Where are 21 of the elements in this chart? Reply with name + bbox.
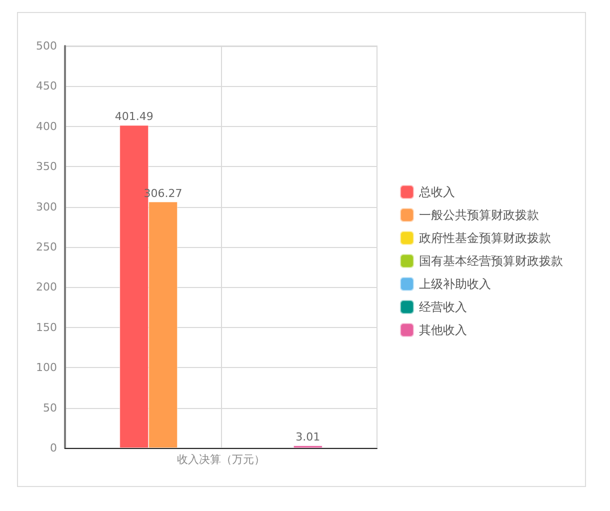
legend-label: 一般公共预算财政拨款 [419,208,539,222]
y-tick-label: 100 [36,361,57,374]
legend-label: 总收入 [418,185,455,199]
legend-label: 其他收入 [419,323,467,337]
y-tick-label: 50 [43,401,57,414]
data-label: 401.49 [114,110,154,124]
data-label: 3.01 [296,430,320,444]
legend-label: 国有基本经营预算财政拨款 [419,254,563,268]
y-tick-label: 350 [36,160,57,174]
y-tick-label: 300 [36,200,57,214]
y-tick-label: 200 [36,280,57,294]
y-tick-label: 150 [36,320,57,334]
legend-label: 上级补助收入 [419,277,491,291]
y-tick-label: 0 [50,442,57,454]
y-tick-label: 250 [36,240,57,254]
legend-label: 经营收入 [419,300,467,314]
x-tick-label: 收入决算（万元） [177,453,265,466]
y-tick-label: 500 [36,40,57,52]
legend-label: 政府性基金预算财政拨款 [419,231,551,245]
y-tick-label: 400 [36,120,57,133]
y-tick-label: 450 [36,80,57,93]
